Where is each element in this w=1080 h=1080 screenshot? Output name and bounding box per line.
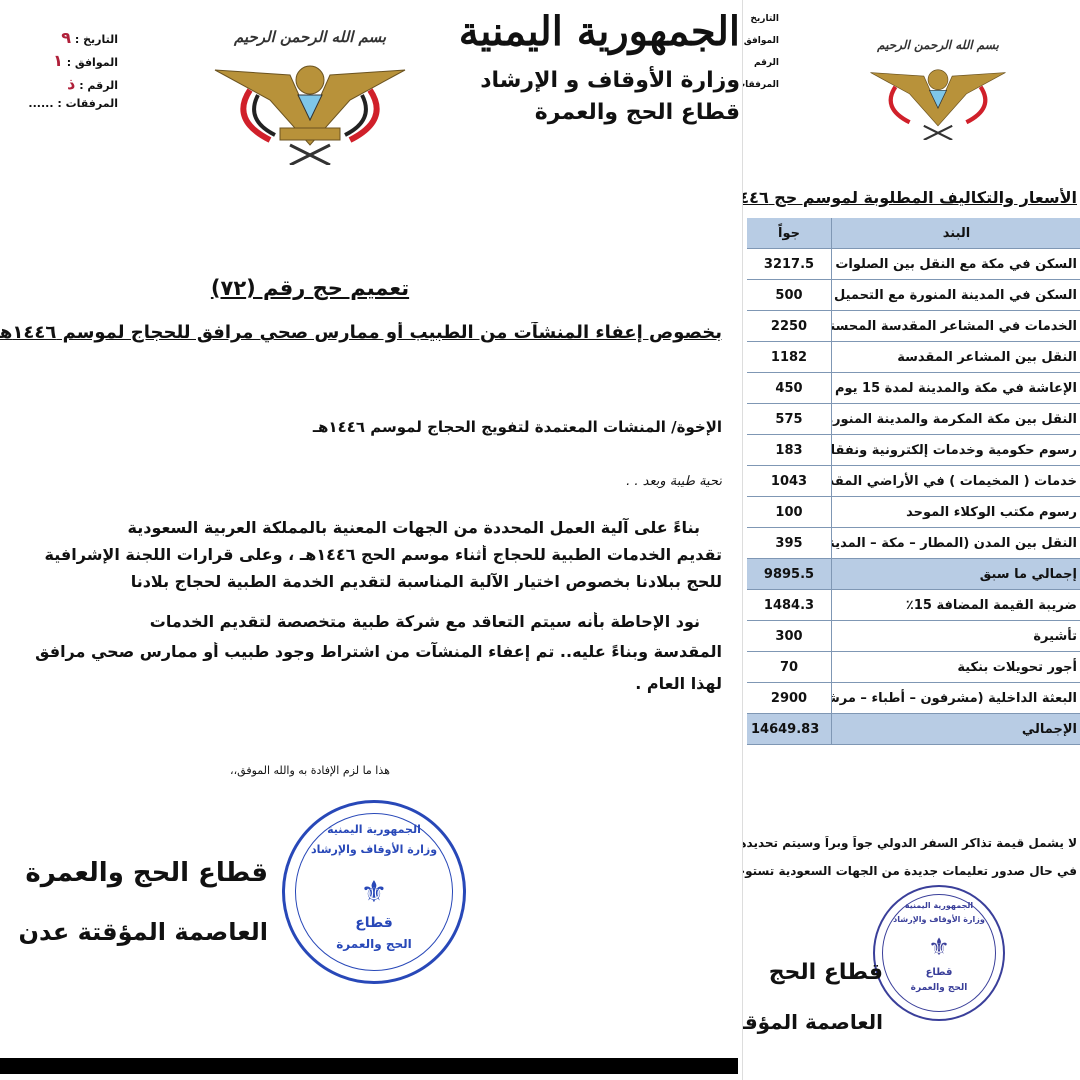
table-row: 575 النقل بين مكة المكرمة والمدينة المنور…: [747, 403, 1080, 435]
note-line: لا يشمل قيمة تذاكر السفر الدولي جواً وبر…: [743, 836, 1077, 850]
paragraph-line: نود الإحاطة بأنه سيتم التعاقد مع شركة طب…: [149, 612, 700, 631]
left-document: التاريخ : ٩ الموافق : ١ الرقم : ذ المرفق…: [0, 8, 740, 1074]
table-row: 2900 البعثة الداخلية (مشرفون – أطباء – مر…: [747, 682, 1080, 714]
cost-value: 1043: [747, 465, 832, 497]
column-header-air: جواً: [747, 218, 832, 249]
stamp-emblem-icon: ⚜: [928, 933, 950, 961]
reference-fields: التاريخ الموافق الرقم المرفقات: [743, 14, 779, 90]
cost-item: خدمات ( المخيمات ) في الأراضي المقدسة: [831, 465, 1080, 497]
table-row: 70 أجور تحويلات بنكية: [747, 651, 1080, 683]
basmala-calligraphy: بسم الله الرحمن الرحيم: [877, 38, 999, 52]
cost-item: البعثة الداخلية (مشرفون – أطباء – مرشدون…: [831, 682, 1080, 714]
cost-value: 2900: [747, 682, 832, 714]
table-row: 1182 النقل بين المشاعر المقدسة: [747, 341, 1080, 373]
table-row: 9895.5 إجمالي ما سبق: [747, 558, 1080, 590]
official-stamp: الجمهورية اليمنية وزارة الأوقاف والإرشاد…: [282, 800, 466, 984]
note-line: في حال صدور تعليمات جديدة من الجهات السع…: [743, 864, 1077, 878]
signature-sector: قطاع الحج والعمرة: [25, 858, 268, 888]
table-row: 14649.83 الإجمالي: [747, 713, 1080, 745]
yemen-emblem-icon: [870, 69, 1006, 140]
cost-value: 9895.5: [747, 558, 832, 590]
cost-table: جواً البند 3217.5 السكن في مكة مع النقل ب…: [747, 218, 1080, 745]
letterhead: الجمهورية اليمنية وزارة الأوقاف و الإرشا…: [458, 8, 740, 132]
signature-sector: قطاع الحج: [768, 960, 883, 985]
paragraph-line: للحج ببلادنا بخصوص اختيار الآلية المناسب…: [130, 572, 722, 591]
table-header-row: جواً البند: [747, 218, 1080, 249]
cost-item: النقل بين مكة المكرمة والمدينة المنورة: [831, 403, 1080, 435]
cost-item: تأشيرة: [831, 620, 1080, 652]
signature-city: العاصمة المؤقتة: [743, 1010, 883, 1034]
cost-value: 500: [747, 279, 832, 311]
attachments-field: المرفقات : ......: [28, 97, 118, 110]
closing-remark: هذا ما لزم الإفادة به والله الموفق،،: [230, 764, 390, 777]
corresponding-date-field: الموافق : ١: [53, 51, 118, 70]
cost-value: 2250: [747, 310, 832, 342]
cost-item: إجمالي ما سبق: [831, 558, 1080, 590]
cost-item: السكن في مكة مع النقل بين الصلوات والإيو…: [831, 248, 1080, 280]
paragraph-2: نود الإحاطة بأنه سيتم التعاقد مع شركة طب…: [0, 612, 722, 704]
table-row: 1043 خدمات ( المخيمات ) في الأراضي المقدس…: [747, 465, 1080, 497]
addressee: الإخوة/ المنشات المعتمدة لتفويج الحجاج ل…: [312, 418, 722, 436]
cost-table-title: الأسعار والتكاليف المطلوبة لموسم حج ١٤٤٦: [743, 188, 1077, 207]
circular-title: تعميم حج رقم (٧٢): [210, 276, 410, 300]
ministry-name: وزارة الأوقاف و الإرشاد: [480, 68, 740, 93]
cost-value: 300: [747, 620, 832, 652]
cost-item: رسوم مكتب الوكلاء الموحد: [831, 496, 1080, 528]
cost-value: 575: [747, 403, 832, 435]
paragraph-line: لهذا العام .: [635, 674, 722, 693]
cost-value: 14649.83: [747, 713, 832, 745]
cost-value: 1182: [747, 341, 832, 373]
reference-fields: التاريخ : ٩ الموافق : ١ الرقم : ذ المرفق…: [8, 28, 118, 120]
cost-item: الإعاشة في مكة والمدينة لمدة 15 يوم: [831, 372, 1080, 404]
reference-number-field: الرقم : ذ: [67, 74, 118, 93]
table-row: 1484.3 ضريبة القيمة المضافة 15٪: [747, 589, 1080, 621]
cost-item: النقل بين المشاعر المقدسة: [831, 341, 1080, 373]
table-row: 3217.5 السكن في مكة مع النقل بين الصلوات …: [747, 248, 1080, 280]
cost-item: السكن في المدينة المنورة مع التحميل والت…: [831, 279, 1080, 311]
cost-item: الإجمالي: [831, 713, 1080, 745]
cost-value: 3217.5: [747, 248, 832, 280]
signature-city: العاصمة المؤقتة عدن: [18, 918, 268, 946]
basmala-calligraphy: بسم الله الرحمن الرحيم: [233, 28, 387, 46]
table-row: 100 رسوم مكتب الوكلاء الموحد: [747, 496, 1080, 528]
table-row: 300 تأشيرة: [747, 620, 1080, 652]
cost-value: 450: [747, 372, 832, 404]
cost-item: أجور تحويلات بنكية: [831, 651, 1080, 683]
cost-value: 1484.3: [747, 589, 832, 621]
paragraph-line: بناءً على آلية العمل المحددة من الجهات ا…: [127, 518, 700, 537]
black-bar: [0, 1058, 738, 1074]
official-stamp: الجمهورية اليمنية وزارة الأوقاف والإرشاد…: [873, 885, 1005, 1021]
republic-name: الجمهورية اليمنية: [458, 8, 740, 55]
right-document: التاريخ الموافق الرقم المرفقات بسم الله …: [742, 0, 1080, 1080]
cost-value: 395: [747, 527, 832, 559]
paragraph-1: بناءً على آلية العمل المحددة من الجهات ا…: [0, 518, 722, 599]
sector-name: قطاع الحج والعمرة: [534, 100, 740, 125]
greeting: تحية طيبة وبعد . .: [626, 474, 722, 489]
stamp-emblem-icon: ⚜: [360, 875, 388, 910]
circular-subject: بخصوص إعفاء المنشآت من الطبيب أو ممارس ص…: [0, 322, 722, 343]
paragraph-line: المقدسة وبناءً عليه.. تم إعفاء المنشآت م…: [35, 642, 722, 661]
date-field: التاريخ : ٩: [61, 28, 118, 47]
paragraph-line: تقديم الخدمات الطبية للحجاج أثناء موسم ا…: [44, 545, 722, 564]
cost-value: 70: [747, 651, 832, 683]
yemen-emblem-icon: [214, 65, 406, 165]
column-header-item: البند: [831, 218, 1080, 249]
cost-item: الخدمات في المشاعر المقدسة المحسنة مع ال…: [831, 310, 1080, 342]
cost-item: النقل بين المدن (المطار – مكة – المدينة): [831, 527, 1080, 559]
table-row: 450 الإعاشة في مكة والمدينة لمدة 15 يوم: [747, 372, 1080, 404]
cost-value: 100: [747, 496, 832, 528]
cost-item: ضريبة القيمة المضافة 15٪: [831, 589, 1080, 621]
cost-item: رسوم حكومية وخدمات إلكترونية ونفقات طارئ…: [831, 434, 1080, 466]
table-row: 395 النقل بين المدن (المطار – مكة – المدي…: [747, 527, 1080, 559]
cost-value: 183: [747, 434, 832, 466]
